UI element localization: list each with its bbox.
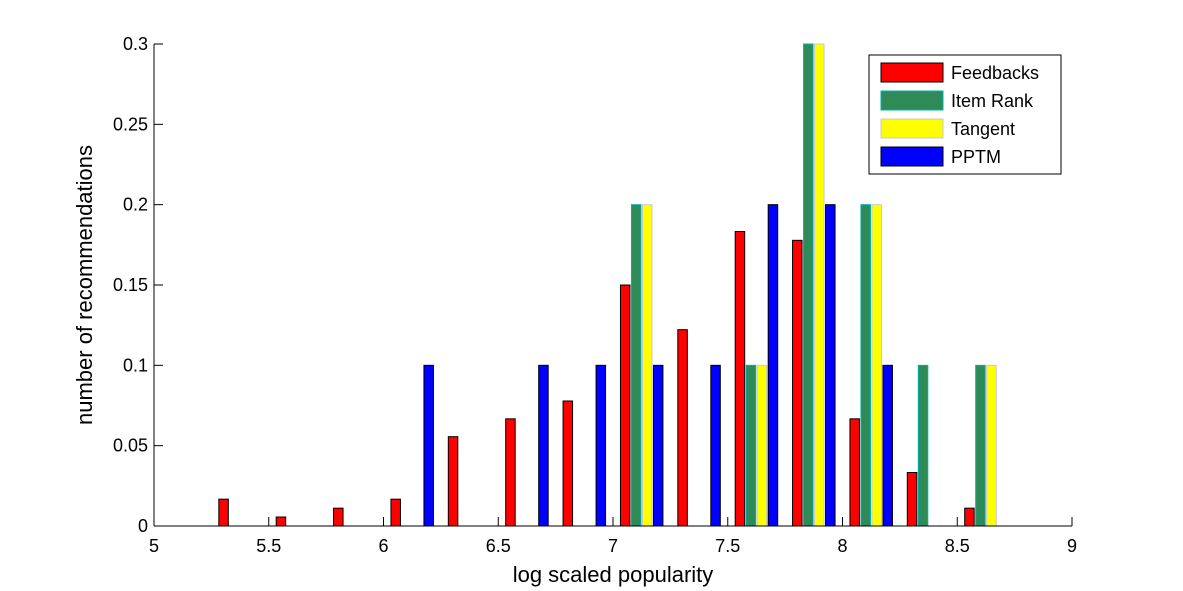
x-tick-label: 8.5 xyxy=(945,536,970,556)
legend-swatch xyxy=(880,118,944,139)
legend-swatch xyxy=(880,62,944,83)
bar-item-rank-14 xyxy=(975,364,986,527)
bar-pptm-7 xyxy=(595,364,607,527)
bar-tangent-10 xyxy=(756,364,768,527)
bar-pptm-10 xyxy=(767,204,779,527)
bar-feedbacks-12 xyxy=(849,418,860,527)
x-axis-label: log scaled popularity xyxy=(513,562,714,587)
bar-pptm-8 xyxy=(652,364,664,527)
bar-item-rank-8 xyxy=(630,204,642,527)
bar-feedbacks-8 xyxy=(619,284,631,527)
x-tick-label: 5.5 xyxy=(256,536,281,556)
bar-item-rank-11 xyxy=(803,43,814,527)
bar-feedbacks-10 xyxy=(734,231,746,527)
bar-feedbacks-6 xyxy=(505,418,516,527)
y-tick-label: 0 xyxy=(138,516,148,536)
x-tick-label: 9 xyxy=(1067,536,1077,556)
bar-pptm-9 xyxy=(710,364,721,527)
bar-pptm-4 xyxy=(423,364,434,527)
legend-swatch xyxy=(880,90,944,111)
bar-tangent-8 xyxy=(641,204,653,527)
x-tick-label: 7 xyxy=(608,536,618,556)
bar-feedbacks-5 xyxy=(447,436,459,527)
bar-pptm-6 xyxy=(538,364,549,527)
y-tick-label: 0.15 xyxy=(113,275,148,295)
bar-tangent-11 xyxy=(814,43,825,527)
legend-label: Feedbacks xyxy=(951,63,1039,83)
x-tick-label: 6.5 xyxy=(486,536,511,556)
bar-feedbacks-11 xyxy=(792,239,803,527)
legend: Feedbacks Item Rank Tangent PPTM xyxy=(868,54,1062,175)
bar-item-rank-10 xyxy=(745,364,757,527)
y-axis-label: number of recommendations xyxy=(72,145,97,425)
bar-feedbacks-2 xyxy=(275,516,287,527)
bar-feedbacks-1 xyxy=(218,498,229,527)
bar-pptm-11 xyxy=(825,204,836,527)
bar-pptm-12 xyxy=(882,364,893,527)
bar-item-rank-13 xyxy=(917,364,929,527)
legend-label: Item Rank xyxy=(951,91,1034,111)
legend-swatch xyxy=(880,146,944,167)
y-tick-label: 0.1 xyxy=(123,355,148,375)
x-tick-label: 8 xyxy=(837,536,847,556)
bar-feedbacks-13 xyxy=(906,472,918,527)
axes-layer: 5 5.5 6 6.5 7 7.5 8 8.5 9 0 0.05 0.1 0.15 0.2 0.25 0.3 xyxy=(113,34,1077,556)
bar-tangent-12 xyxy=(871,204,882,527)
y-tick-label: 0.05 xyxy=(113,436,148,456)
bar-feedbacks-9 xyxy=(677,329,688,527)
x-tick-label: 7.5 xyxy=(715,536,740,556)
x-tick-label: 6 xyxy=(378,536,388,556)
legend-label: Tangent xyxy=(951,119,1015,139)
bar-item-rank-12 xyxy=(860,204,871,527)
legend-label: PPTM xyxy=(951,147,1001,167)
bar-feedbacks-7 xyxy=(562,400,574,527)
bar-tangent-14 xyxy=(986,364,997,527)
bar-feedbacks-3 xyxy=(333,507,344,527)
x-tick-label: 5 xyxy=(149,536,159,556)
bar-feedbacks-4 xyxy=(390,498,401,527)
bar-feedbacks-14 xyxy=(964,507,975,527)
y-tick-label: 0.2 xyxy=(123,195,148,215)
y-tick-label: 0.25 xyxy=(113,114,148,134)
y-tick-label: 0.3 xyxy=(123,34,148,54)
